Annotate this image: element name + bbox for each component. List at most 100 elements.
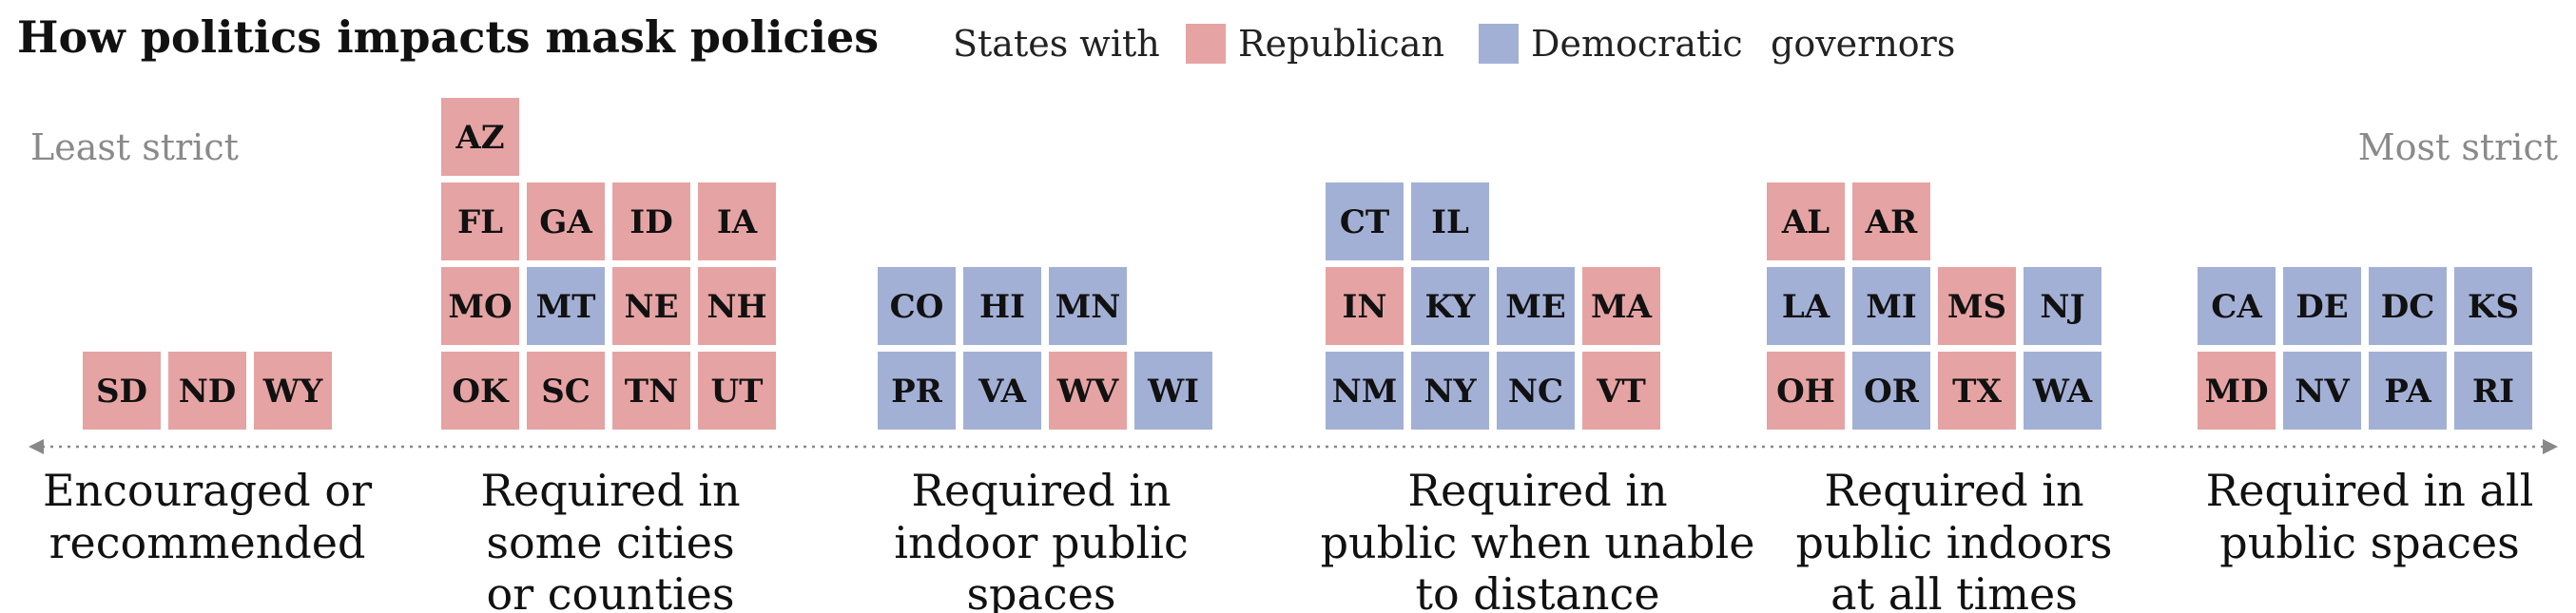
state-tile-label: MA <box>1591 288 1653 326</box>
category-label-line: recommended <box>49 517 366 568</box>
state-tile-box <box>612 267 690 345</box>
category-label-line: or counties <box>486 568 734 613</box>
state-tile-label: MO <box>448 288 512 326</box>
state-tile-box <box>1767 182 1845 260</box>
state-tile-label: PR <box>891 373 943 411</box>
state-tile-al: AL <box>1767 182 1845 260</box>
state-tile-label: AR <box>1865 203 1918 241</box>
category-label-line: Required in <box>480 465 740 516</box>
state-tile-box <box>698 182 776 260</box>
state-tile-ks: KS <box>2454 267 2532 345</box>
state-tile-label: NH <box>707 288 766 326</box>
state-tile-box <box>1852 352 1930 430</box>
state-tile-tn: TN <box>612 352 690 430</box>
state-tile-hi: HI <box>963 267 1041 345</box>
state-tile-nc: NC <box>1497 352 1575 430</box>
state-tile-box <box>2454 267 2532 345</box>
state-tile-nj: NJ <box>2024 267 2101 345</box>
state-tile-wy: WY <box>254 352 332 430</box>
state-tile-ct: CT <box>1326 182 1404 260</box>
state-tile-fl: FL <box>441 182 519 260</box>
state-tile-or: OR <box>1852 352 1930 430</box>
state-tile-box <box>1411 352 1489 430</box>
state-tile-box <box>254 352 332 430</box>
state-tile-ma: MA <box>1582 267 1660 345</box>
state-tile-sd: SD <box>83 352 161 430</box>
state-tile-box <box>2454 352 2532 430</box>
legend-swatch-democratic <box>1479 24 1519 64</box>
state-tile-box <box>2024 352 2101 430</box>
state-tile-ca: CA <box>2198 267 2276 345</box>
state-tile-box <box>168 352 246 430</box>
state-tile-label: WI <box>1147 373 1199 411</box>
state-tile-label: WV <box>1056 373 1119 411</box>
state-tile-label: CO <box>890 288 944 326</box>
category-label-line: spaces <box>966 568 1115 613</box>
state-tile-ms: MS <box>1938 267 2016 345</box>
state-tile-il: IL <box>1411 182 1489 260</box>
axis-arrow-right <box>2543 439 2558 454</box>
state-tile-label: IN <box>1343 288 1387 326</box>
category-label-line: public spaces <box>2219 517 2519 568</box>
state-tile-box <box>698 267 776 345</box>
state-tile-oh: OH <box>1767 352 1845 430</box>
state-tile-label: MN <box>1056 288 1121 326</box>
state-tile-box <box>612 352 690 430</box>
state-tile-label: KS <box>2468 288 2519 326</box>
state-tile-mt: MT <box>527 267 605 345</box>
state-tile-box <box>441 98 519 176</box>
state-tile-box <box>698 352 776 430</box>
state-tile-box <box>2024 267 2101 345</box>
state-tile-label: RI <box>2472 373 2514 411</box>
state-tile-ky: KY <box>1411 267 1489 345</box>
state-tile-tx: TX <box>1938 352 2016 430</box>
state-tile-box <box>1326 352 1404 430</box>
state-tile-label: IL <box>1431 203 1469 241</box>
state-tile-label: MT <box>536 288 596 326</box>
category-label-line: Encouraged or <box>43 465 372 516</box>
state-tile-box <box>1326 182 1404 260</box>
axis-arrow-left <box>29 439 44 454</box>
state-tile-me: ME <box>1497 267 1575 345</box>
legend-suffix: governors <box>1771 23 1955 65</box>
state-tile-de: DE <box>2283 267 2361 345</box>
state-tile-pr: PR <box>878 352 956 430</box>
state-tile-box <box>1852 182 1930 260</box>
strictness-axis <box>29 439 2558 454</box>
state-tile-label: IA <box>717 203 758 241</box>
state-tile-box <box>2369 267 2447 345</box>
state-tile-co: CO <box>878 267 956 345</box>
state-tile-label: NE <box>625 288 679 326</box>
state-tile-label: NC <box>1508 373 1563 411</box>
category-label-line: Required in all <box>2206 465 2534 516</box>
state-tile-box <box>527 267 605 345</box>
state-tile-nm: NM <box>1326 352 1404 430</box>
state-tile-label: DC <box>2381 288 2435 326</box>
state-tile-box <box>1049 267 1127 345</box>
state-tile-box <box>1938 352 2016 430</box>
state-tile-box <box>1134 352 1212 430</box>
state-tile-ia: IA <box>698 182 776 260</box>
state-tile-box <box>963 267 1041 345</box>
chart-title: How politics impacts mask policies <box>17 11 879 63</box>
state-tile-box <box>83 352 161 430</box>
state-tile-box <box>1938 267 2016 345</box>
state-tile-box <box>612 182 690 260</box>
category-label-line: Required in <box>911 465 1171 516</box>
state-tile-label: NJ <box>2040 288 2084 326</box>
state-tile-box <box>963 352 1041 430</box>
state-tile-label: AL <box>1781 203 1830 241</box>
state-tile-label: MI <box>1866 288 1917 326</box>
state-tile-label: PA <box>2384 373 2431 411</box>
state-tile-box <box>2198 352 2276 430</box>
state-tile-label: SC <box>541 373 591 411</box>
state-tile-label: WA <box>2032 373 2093 411</box>
state-tile-label: NY <box>1424 373 1477 411</box>
least-strict-label: Least strict <box>30 126 239 168</box>
state-tile-ut: UT <box>698 352 776 430</box>
state-tile-box <box>1049 352 1127 430</box>
legend: States with Republican Democratic govern… <box>953 23 1955 65</box>
state-tile-box <box>1326 267 1404 345</box>
state-tile-ne: NE <box>612 267 690 345</box>
